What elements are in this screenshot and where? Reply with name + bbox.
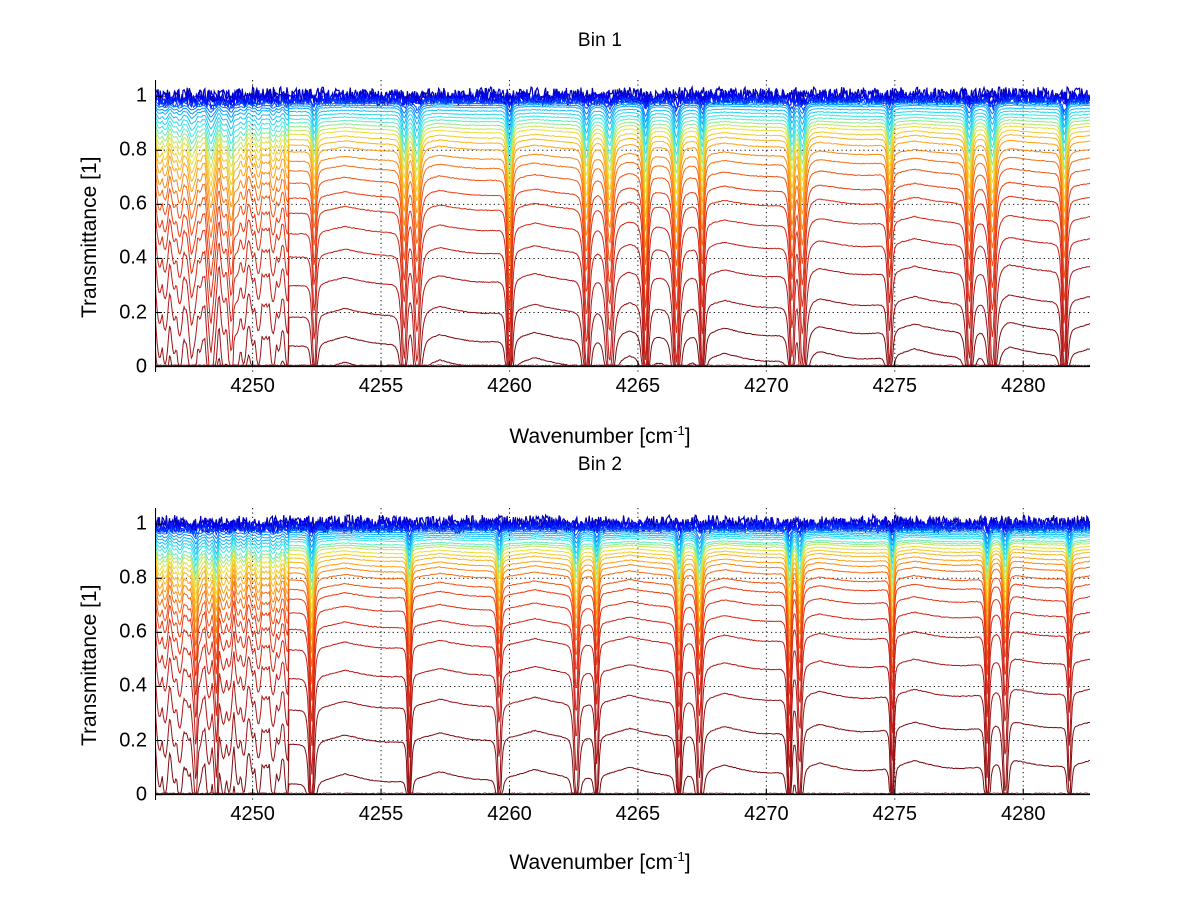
spectrum-line	[155, 574, 1090, 684]
y-tick-label: 1	[135, 84, 147, 107]
y-tick-label: 0	[135, 355, 147, 378]
x-tick-label: 4275	[872, 374, 918, 397]
plot-area-bin-2	[155, 508, 1090, 800]
y-tick-label: 0.2	[119, 729, 147, 752]
spectrum-line	[155, 102, 1090, 124]
y-tick-label: 0.6	[119, 620, 147, 643]
x-axis-label-bracket: ]	[684, 851, 691, 874]
x-tick-label: 4275	[872, 802, 918, 825]
spectrum-line	[155, 560, 1090, 654]
x-axis-label-exponent: -1	[673, 849, 685, 864]
spectrum-line	[155, 531, 1090, 556]
plot-area-bin-1	[155, 80, 1090, 372]
spectrum-line	[155, 129, 1090, 207]
x-axis-label-bracket: ]	[684, 425, 691, 448]
subplot-bin-1: Bin 1 Wavenumber [cm-1] Transmittance [1…	[0, 0, 1200, 450]
spectrum-line	[155, 534, 1090, 569]
panel-title: Bin 2	[577, 454, 623, 475]
x-axis-label-exponent: -1	[673, 423, 685, 438]
spectrum-line	[155, 167, 1090, 287]
x-tick-label: 4270	[744, 374, 789, 397]
spectrum-line	[155, 566, 1090, 667]
spectrum-line	[155, 107, 1090, 139]
x-axis-label-text: Wavenumber [cm	[509, 851, 674, 874]
y-axis-label: Transmittance [1]	[78, 156, 101, 318]
spectrum-line	[155, 294, 1090, 368]
y-tick-label: 1	[135, 512, 147, 535]
x-tick-label: 4265	[615, 374, 661, 397]
y-tick-label: 0.8	[119, 566, 147, 589]
spectrum-line	[155, 181, 1090, 310]
y-axis-label: Transmittance [1]	[78, 584, 101, 746]
spectrum-line	[155, 529, 1090, 549]
subplot-bin-2: Bin 2 Wavenumber [cm-1] Transmittance [1…	[0, 450, 1200, 901]
spectrum-line	[155, 214, 1090, 363]
x-axis-label-text: Wavenumber [cm	[509, 425, 674, 448]
spectrum-line	[155, 104, 1090, 131]
spectrum-line	[155, 113, 1090, 157]
spectrum-line	[155, 545, 1090, 609]
spectrum-line	[155, 548, 1090, 619]
spectrum-line	[155, 688, 1090, 795]
spectrum-line	[155, 156, 1090, 267]
x-tick-label: 4250	[230, 802, 275, 825]
x-tick-label: 4270	[744, 802, 789, 825]
spectrum-line	[155, 346, 1090, 367]
spectrum-line	[155, 264, 1090, 368]
spectrum-line	[155, 523, 1090, 540]
spectrum-line	[155, 611, 1090, 746]
spectra-canvas-bin-1	[155, 80, 1090, 372]
spectrum-line	[155, 148, 1090, 250]
spectrum-line	[155, 119, 1090, 174]
spectrum-line	[155, 139, 1090, 233]
x-tick-label: 4260	[487, 802, 532, 825]
x-axis-label: Wavenumber [cm-1]	[0, 849, 1200, 875]
spectrum-line	[155, 92, 1090, 112]
spectrum-line	[155, 110, 1090, 148]
spectrum-line	[155, 116, 1090, 165]
x-tick-label: 4280	[1000, 374, 1046, 397]
spectrum-line	[155, 721, 1090, 795]
spectrum-line	[155, 322, 1090, 367]
x-tick-label: 4255	[358, 374, 404, 397]
spectrum-line	[155, 539, 1090, 583]
spectrum-line	[155, 595, 1090, 722]
spectrum-line	[155, 630, 1090, 775]
spectrum-line	[155, 133, 1090, 219]
spectra-canvas-bin-2	[155, 508, 1090, 800]
spectrum-line	[155, 195, 1090, 334]
spectrum-line	[155, 124, 1090, 194]
spectrum-line	[155, 536, 1090, 574]
panel-title: Bin 1	[577, 30, 623, 51]
x-tick-label: 4265	[615, 802, 661, 825]
y-tick-label: 0	[135, 783, 147, 806]
y-tick-label: 0.8	[119, 138, 147, 161]
spectrum-line	[155, 519, 1090, 535]
spectrum-line	[155, 528, 1090, 543]
x-tick-label: 4260	[487, 374, 532, 397]
spectrum-line	[155, 583, 1090, 701]
x-axis-label: Wavenumber [cm-1]	[0, 423, 1200, 449]
spectrum-line	[155, 101, 1090, 118]
spectrum-line	[155, 364, 1090, 367]
spectrum-line	[155, 236, 1090, 367]
y-tick-label: 0.4	[119, 674, 147, 697]
spectrum-line	[155, 542, 1090, 599]
y-tick-label: 0.4	[119, 246, 147, 269]
spectrum-line	[155, 658, 1090, 795]
spectrum-line	[155, 759, 1090, 795]
y-tick-label: 0.6	[119, 192, 147, 215]
spectrum-line	[155, 532, 1090, 562]
y-tick-label: 0.2	[119, 301, 147, 324]
x-tick-label: 4250	[230, 374, 275, 397]
spectrum-line	[155, 540, 1090, 591]
x-tick-label: 4255	[358, 802, 404, 825]
spectrum-line	[155, 792, 1090, 795]
spectrum-line	[155, 551, 1090, 629]
x-tick-label: 4280	[1000, 802, 1046, 825]
spectrum-line	[155, 122, 1090, 184]
spectrum-line	[155, 96, 1090, 114]
